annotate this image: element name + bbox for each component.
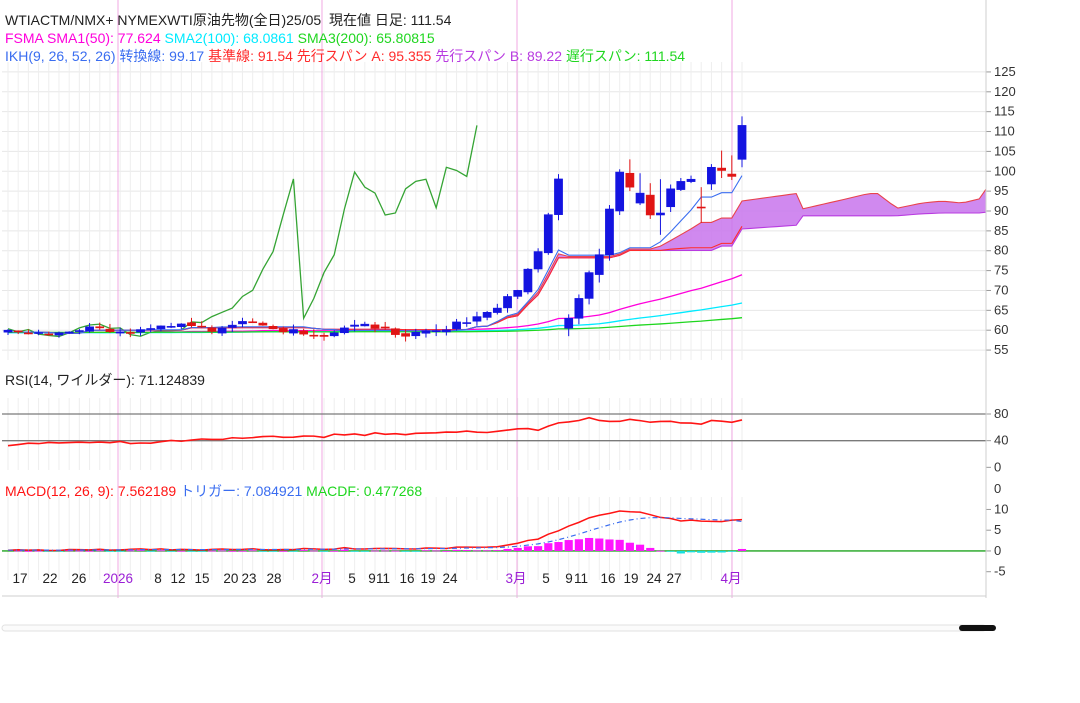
svg-text:4月: 4月 (720, 571, 741, 586)
svg-text:20: 20 (223, 571, 238, 586)
svg-text:23: 23 (241, 571, 256, 586)
svg-text:115: 115 (994, 104, 1015, 119)
svg-text:60: 60 (994, 322, 1008, 337)
svg-text:75: 75 (994, 263, 1008, 278)
svg-text:70: 70 (994, 282, 1008, 297)
svg-text:0: 0 (994, 459, 1001, 474)
svg-text:26: 26 (71, 571, 86, 586)
svg-text:-5: -5 (994, 564, 1006, 579)
svg-text:16: 16 (601, 571, 616, 586)
svg-text:0: 0 (994, 543, 1001, 558)
svg-text:3月: 3月 (505, 571, 526, 586)
svg-text:5: 5 (994, 522, 1001, 537)
svg-text:27: 27 (666, 571, 681, 586)
svg-text:11: 11 (376, 571, 390, 586)
svg-text:8: 8 (154, 571, 162, 586)
svg-text:9: 9 (565, 571, 573, 586)
svg-text:80: 80 (994, 406, 1008, 421)
svg-text:19: 19 (420, 571, 435, 586)
svg-text:17: 17 (13, 571, 28, 586)
svg-text:120: 120 (994, 84, 1016, 99)
svg-text:9: 9 (368, 571, 376, 586)
svg-text:110: 110 (994, 124, 1015, 139)
svg-text:90: 90 (994, 203, 1008, 218)
svg-text:95: 95 (994, 183, 1008, 198)
svg-text:11: 11 (574, 571, 588, 586)
svg-text:80: 80 (994, 243, 1008, 258)
svg-text:12: 12 (171, 571, 186, 586)
svg-text:105: 105 (994, 143, 1016, 158)
svg-text:5: 5 (348, 571, 356, 586)
svg-text:0: 0 (994, 481, 1001, 496)
svg-text:55: 55 (994, 342, 1008, 357)
svg-text:65: 65 (994, 302, 1008, 317)
svg-text:24: 24 (443, 571, 459, 586)
svg-text:24: 24 (647, 571, 663, 586)
svg-text:85: 85 (994, 223, 1008, 238)
svg-text:19: 19 (623, 571, 638, 586)
svg-text:10: 10 (994, 501, 1008, 516)
svg-text:5: 5 (542, 571, 550, 586)
svg-text:125: 125 (994, 64, 1016, 79)
svg-text:16: 16 (399, 571, 414, 586)
svg-text:15: 15 (194, 571, 209, 586)
svg-text:2月: 2月 (311, 571, 332, 586)
svg-text:40: 40 (994, 433, 1008, 448)
svg-text:22: 22 (42, 571, 57, 586)
svg-text:28: 28 (266, 571, 281, 586)
svg-text:2026: 2026 (103, 571, 133, 586)
svg-text:100: 100 (994, 163, 1016, 178)
